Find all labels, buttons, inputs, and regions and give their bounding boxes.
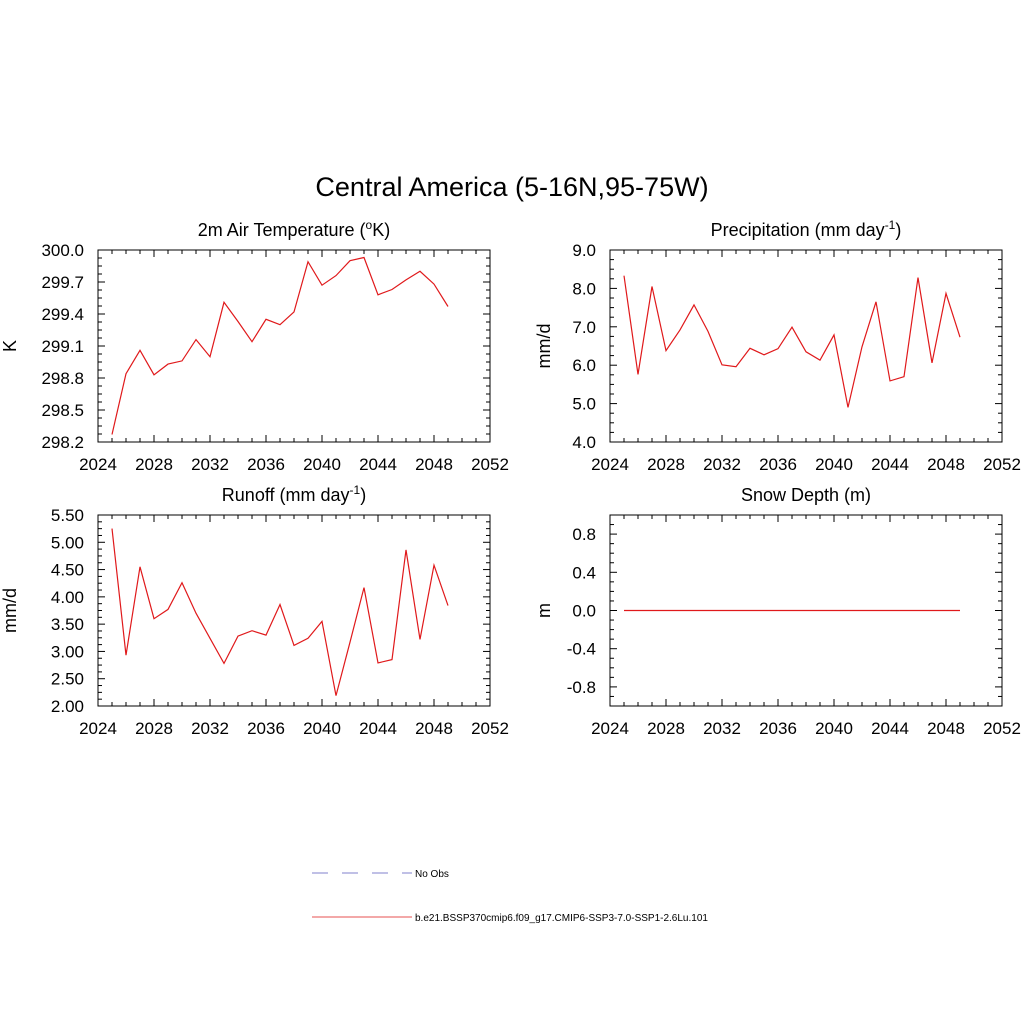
x-tick-label: 2028 <box>135 455 173 474</box>
legend: No Obs b.e21.BSSP370cmip6.f09_g17.CMIP6-S… <box>312 869 708 924</box>
y-tick-label: 298.5 <box>41 401 84 420</box>
figure-title: Central America (5-16N,95-75W) <box>315 172 708 202</box>
panel-title-text: Precipitation (mm day <box>711 220 885 240</box>
panel-title-superscript: o <box>366 218 373 232</box>
x-tick-label: 2048 <box>927 455 965 474</box>
x-tick-label: 2032 <box>191 719 229 738</box>
chart-panel-3: 2024 2028 2032 2036 2040 2044 2048 2052 2.00 2.50… <box>0 483 509 738</box>
y-tick-label: 0.4 <box>572 563 596 582</box>
series-line <box>111 256 449 435</box>
series-line <box>111 528 449 696</box>
series-line <box>623 275 961 408</box>
y-tick-label: 9.0 <box>572 241 596 260</box>
y-axis-label: mm/d <box>0 588 20 633</box>
x-tick-label: 2048 <box>415 455 453 474</box>
panel-title-text-end: ) <box>895 220 901 240</box>
y-tick-label: 3.50 <box>51 615 84 634</box>
panel-title-text-end: K) <box>372 220 390 240</box>
y-axis-label: K <box>0 340 20 352</box>
x-tick-label: 2036 <box>247 455 285 474</box>
panel-title-superscript: -1 <box>350 483 361 497</box>
panel-title: Snow Depth (m) <box>741 485 871 505</box>
y-tick-label: -0.4 <box>567 640 596 659</box>
panel-title: Precipitation (mm day-1) <box>711 218 902 240</box>
legend-label-no-obs: No Obs <box>415 869 449 880</box>
y-tick-label: 8.0 <box>572 279 596 298</box>
x-tick-label: 2044 <box>871 455 909 474</box>
x-tick-label: 2024 <box>591 455 629 474</box>
plot-frame <box>97 514 491 707</box>
y-tick-label: 6.0 <box>572 356 596 375</box>
chart-panel-2: 2024 2028 2032 2036 2040 2044 2048 2052 4.0 5.0 6.… <box>534 218 1021 474</box>
x-tick-label: 2036 <box>247 719 285 738</box>
y-tick-label: 5.00 <box>51 533 84 552</box>
x-tick-label: 2036 <box>759 719 797 738</box>
y-tick-label: 3.00 <box>51 642 84 661</box>
x-tick-label: 2024 <box>79 719 117 738</box>
panel-title: Runoff (mm day-1) <box>222 483 366 505</box>
y-tick-label: 300.0 <box>41 241 84 260</box>
panel-title-text: Snow Depth (m) <box>741 485 871 505</box>
plot-frame <box>97 249 491 443</box>
x-tick-label: 2044 <box>359 719 397 738</box>
x-tick-label: 2048 <box>927 719 965 738</box>
y-tick-label: 4.50 <box>51 561 84 580</box>
x-tick-label: 2048 <box>415 719 453 738</box>
panel-title-superscript: -1 <box>885 218 896 232</box>
chart-panel-4: 2024 2028 2032 2036 2040 2044 2048 2052 -0.8 -0.4… <box>534 485 1021 738</box>
y-tick-label: 298.8 <box>41 369 84 388</box>
x-tick-label: 2040 <box>815 455 853 474</box>
x-tick-label: 2052 <box>983 719 1021 738</box>
x-tick-label: 2044 <box>871 719 909 738</box>
y-tick-label: 299.4 <box>41 305 84 324</box>
x-tick-label: 2040 <box>303 719 341 738</box>
x-tick-label: 2052 <box>983 455 1021 474</box>
y-tick-label: 299.1 <box>41 337 84 356</box>
y-tick-label: 7.0 <box>572 318 596 337</box>
y-tick-label: 4.0 <box>572 433 596 452</box>
x-tick-label: 2028 <box>647 455 685 474</box>
x-tick-label: 2032 <box>703 719 741 738</box>
y-tick-label: 2.50 <box>51 670 84 689</box>
x-tick-label: 2032 <box>703 455 741 474</box>
panel-title-text: Runoff (mm day <box>222 485 350 505</box>
x-tick-label: 2040 <box>815 719 853 738</box>
chart-panel-1: 2024 2028 2032 2036 2040 2044 2048 2052 298.2 298… <box>0 218 509 474</box>
x-tick-label: 2044 <box>359 455 397 474</box>
legend-label-model: b.e21.BSSP370cmip6.f09_g17.CMIP6-SSP3-7.… <box>415 913 708 924</box>
x-tick-label: 2028 <box>647 719 685 738</box>
x-tick-label: 2024 <box>79 455 117 474</box>
panel-title-text: 2m Air Temperature ( <box>198 220 366 240</box>
x-tick-label: 2052 <box>471 719 509 738</box>
x-tick-label: 2028 <box>135 719 173 738</box>
x-tick-label: 2032 <box>191 455 229 474</box>
y-tick-label: 0.8 <box>572 525 596 544</box>
y-axis-label: m <box>534 603 554 618</box>
y-tick-label: 4.00 <box>51 588 84 607</box>
y-axis-label: mm/d <box>534 324 554 369</box>
panel-title-text-end: ) <box>360 485 366 505</box>
y-tick-label: 5.50 <box>51 506 84 525</box>
panel-title: 2m Air Temperature (oK) <box>198 218 390 240</box>
y-tick-label: 2.00 <box>51 697 84 716</box>
x-tick-label: 2052 <box>471 455 509 474</box>
x-tick-label: 2024 <box>591 719 629 738</box>
y-tick-label: 299.7 <box>41 273 84 292</box>
y-tick-label: 5.0 <box>572 395 596 414</box>
x-tick-label: 2040 <box>303 455 341 474</box>
y-tick-label: 0.0 <box>572 602 596 621</box>
y-tick-label: 298.2 <box>41 433 84 452</box>
y-tick-label: -0.8 <box>567 678 596 697</box>
x-tick-label: 2036 <box>759 455 797 474</box>
